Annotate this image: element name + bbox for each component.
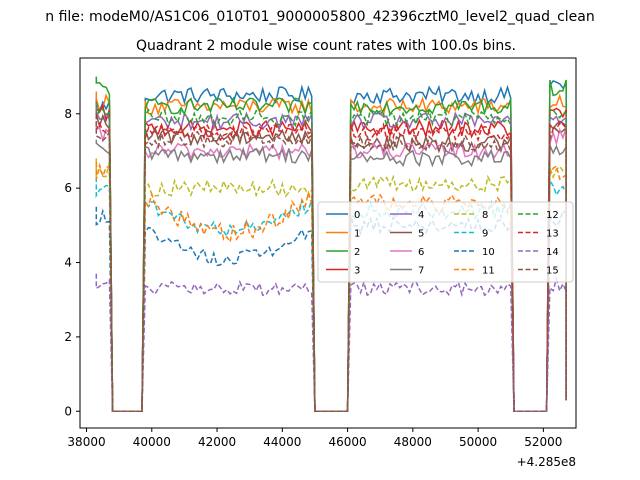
series-layer [95, 76, 567, 413]
legend-label: 0 [354, 210, 360, 221]
legend-label: 7 [418, 266, 424, 277]
plot-frame [79, 57, 577, 429]
legend-label: 12 [546, 210, 559, 221]
legend-label: 4 [418, 210, 424, 221]
legend-label: 6 [418, 247, 424, 258]
x-tick-label: 52000 [524, 435, 562, 449]
legend-label: 2 [354, 247, 360, 258]
y-tick-label: 6 [64, 181, 72, 195]
x-tick-label: 44000 [263, 435, 301, 449]
legend-label: 14 [546, 247, 559, 258]
legend-label: 9 [482, 229, 488, 240]
legend-label: 11 [482, 266, 495, 277]
x-tick-label: 50000 [459, 435, 497, 449]
chart-title: Quadrant 2 module wise count rates with … [136, 38, 516, 54]
series-line-15 [95, 121, 567, 413]
y-tick-label: 0 [64, 404, 72, 418]
x-axis: 38000 40000 42000 44000 46000 48000 50000 52000 [67, 428, 562, 449]
series-line-13 [95, 113, 567, 413]
y-tick-label: 8 [64, 107, 72, 121]
x-tick-label: 42000 [198, 435, 236, 449]
legend-label: 13 [546, 229, 559, 240]
x-offset-label: +4.285e8 [517, 455, 576, 469]
legend-label: 15 [546, 266, 559, 277]
legend-box [317, 201, 574, 283]
series-line-14 [95, 273, 567, 413]
y-axis: 0 2 4 6 8 [64, 107, 80, 418]
legend-label: 8 [482, 210, 488, 221]
x-tick-label: 46000 [328, 435, 366, 449]
legend-label: 3 [354, 266, 360, 277]
legend-label: 10 [482, 247, 495, 258]
legend-label: 1 [354, 229, 360, 240]
y-tick-label: 2 [64, 330, 72, 344]
x-tick-label: 40000 [133, 435, 171, 449]
x-tick-label: 38000 [67, 435, 105, 449]
figure-suptitle: n file: modeM0/AS1C06_010T01_9000005800_… [45, 9, 594, 25]
legend-label: 5 [418, 229, 424, 240]
y-tick-label: 4 [64, 256, 72, 270]
series-line-8 [95, 158, 567, 413]
x-tick-label: 48000 [394, 435, 432, 449]
